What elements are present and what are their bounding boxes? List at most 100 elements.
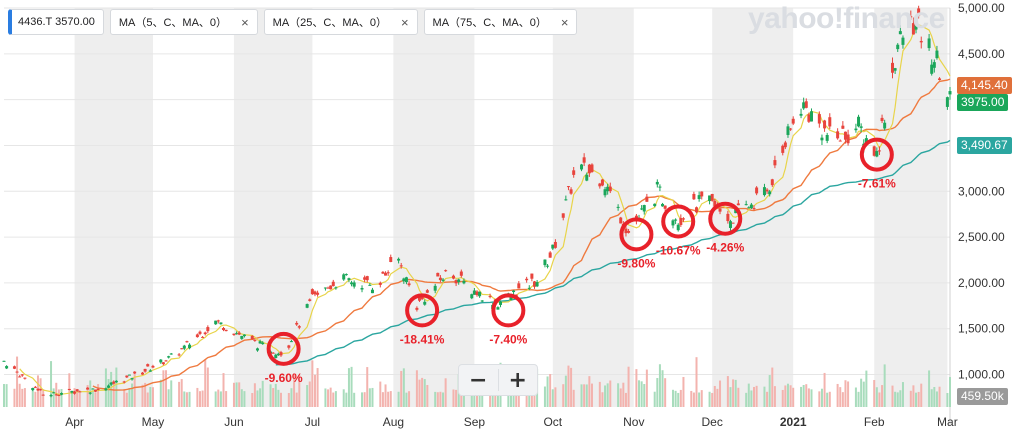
- candle-body: [509, 295, 513, 301]
- candle-body: [948, 91, 952, 95]
- candle-body: [917, 8, 921, 16]
- x-tick-label: Feb: [864, 415, 885, 429]
- volume-bar: [272, 388, 275, 407]
- volume-bar: [820, 388, 823, 407]
- candle-body: [297, 326, 301, 328]
- volume-bar: [807, 388, 810, 407]
- volume-bar: [415, 370, 418, 407]
- candle-body: [214, 320, 218, 325]
- dip-label: -4.26%: [706, 241, 744, 255]
- volume-bar: [881, 385, 884, 407]
- candle-body: [350, 282, 354, 285]
- volume-bar: [530, 385, 533, 407]
- volume-bar: [368, 388, 371, 407]
- ma25-line: [92, 78, 951, 391]
- ma25-chip[interactable]: MA（25、C、MA、0） ×: [263, 9, 418, 35]
- candle-body: [418, 297, 422, 301]
- dip-label: -9.80%: [617, 256, 655, 270]
- candle-body: [201, 336, 205, 338]
- candle-body: [896, 44, 900, 50]
- ticker-chip[interactable]: 4436.T 3570.00: [8, 9, 104, 35]
- candle-body: [141, 372, 145, 375]
- candle-body: [804, 101, 808, 108]
- volume-bar: [94, 392, 97, 407]
- volume-bar: [624, 392, 627, 407]
- volume-bar: [434, 391, 437, 407]
- candle-body: [911, 23, 915, 35]
- candle-body: [323, 287, 327, 289]
- volume-bar: [719, 380, 722, 407]
- candle-body: [289, 341, 293, 343]
- candle-body: [240, 336, 244, 339]
- candle-body: [2, 360, 6, 362]
- candle-body: [671, 220, 675, 226]
- candle-body: [551, 244, 555, 249]
- volume-bar: [789, 385, 792, 407]
- candle-body: [572, 170, 576, 175]
- month-band: [393, 8, 475, 407]
- volume-bar: [489, 391, 492, 407]
- candle-body: [54, 394, 58, 396]
- volume-bar: [235, 382, 238, 407]
- volume-bar: [188, 391, 191, 407]
- candle-body: [708, 195, 712, 202]
- volume-bar: [290, 388, 293, 407]
- candle-body: [791, 118, 795, 124]
- candle-body: [828, 117, 832, 127]
- remove-ma75-icon[interactable]: ×: [560, 14, 569, 30]
- volume-bar: [784, 385, 787, 407]
- candle-body: [726, 213, 730, 222]
- candle-body: [627, 230, 631, 233]
- ma5-chip[interactable]: MA（5、C、MA、0） ×: [109, 9, 258, 35]
- volume-bar: [857, 391, 860, 407]
- volume-bar: [408, 391, 411, 407]
- volume-bar: [363, 392, 366, 407]
- candle-body: [433, 285, 437, 291]
- x-tick-label: Nov: [623, 415, 644, 429]
- volume-bar: [802, 384, 805, 407]
- volume-bar: [507, 392, 510, 407]
- volume-bar: [901, 382, 904, 407]
- candle-body: [645, 196, 649, 202]
- volume-bar: [421, 377, 424, 407]
- candle-body: [530, 273, 534, 279]
- volume-bar: [554, 387, 557, 407]
- volume-bar: [481, 389, 484, 407]
- volume-bar: [274, 383, 277, 407]
- candle-body: [216, 320, 220, 322]
- candle-body: [146, 364, 150, 367]
- candle-body: [755, 187, 759, 194]
- volume-bar: [144, 382, 147, 407]
- candle-body: [713, 200, 717, 207]
- volume-bar: [580, 384, 583, 407]
- candle-body: [360, 287, 364, 290]
- volume-bar: [426, 384, 429, 407]
- volume-bar: [5, 384, 8, 407]
- candle-body: [15, 371, 19, 373]
- remove-ma25-icon[interactable]: ×: [400, 14, 409, 30]
- candle-body: [20, 374, 24, 376]
- candle-body: [786, 126, 790, 135]
- candle-body: [802, 102, 806, 109]
- volume-bar: [418, 379, 421, 407]
- volume-bar: [891, 385, 894, 407]
- volume-bar: [622, 382, 625, 407]
- candle-body: [182, 345, 186, 349]
- remove-ma5-icon[interactable]: ×: [241, 14, 249, 30]
- candle-body: [728, 221, 732, 228]
- zoom-in-button[interactable]: +: [499, 365, 538, 395]
- volume-bar: [935, 391, 938, 407]
- volume-bar: [682, 376, 685, 407]
- candle-body: [681, 218, 685, 220]
- candle-body: [561, 213, 565, 218]
- volume-bar: [261, 380, 264, 407]
- candle-body: [198, 331, 202, 334]
- ma75-chip[interactable]: MA（75、C、MA、0） ×: [423, 9, 578, 35]
- candle-body: [736, 203, 740, 206]
- ma5-label: MA（5、C、MA、0）: [118, 17, 228, 29]
- x-tick-label: Oct: [543, 415, 562, 429]
- volume-bar: [601, 392, 604, 407]
- zoom-out-button[interactable]: −: [459, 365, 498, 395]
- candle-body: [378, 282, 382, 285]
